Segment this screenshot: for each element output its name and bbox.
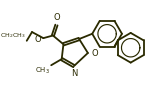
Text: O: O <box>35 34 42 44</box>
Text: O: O <box>91 49 98 58</box>
Text: CH$_3$: CH$_3$ <box>35 66 50 76</box>
Text: N: N <box>72 69 78 78</box>
Text: CH$_2$CH$_3$: CH$_2$CH$_3$ <box>0 31 26 40</box>
Text: O: O <box>53 13 60 22</box>
